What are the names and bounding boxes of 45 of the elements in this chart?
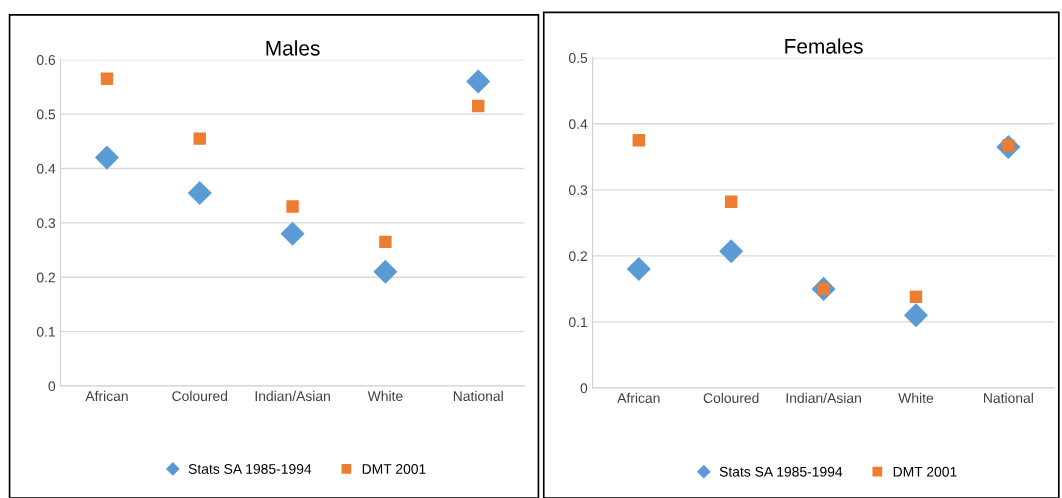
point <box>632 134 645 147</box>
point <box>286 200 299 213</box>
y-tick-label: 0.3 <box>568 185 588 196</box>
y-tick-label: 0.2 <box>568 251 588 262</box>
point <box>724 195 738 208</box>
chart-title: Females <box>785 38 863 54</box>
point <box>94 145 119 170</box>
point <box>466 69 491 94</box>
point <box>909 290 923 304</box>
point <box>903 303 928 328</box>
y-tick-label: 0.2 <box>36 272 55 283</box>
y-tick-label: 0.4 <box>36 163 56 174</box>
y-tick-label: 0 <box>580 383 588 394</box>
point <box>280 221 305 246</box>
point <box>719 239 744 264</box>
legend-label: DMT 2001 <box>362 464 426 474</box>
point <box>472 99 485 113</box>
x-tick-label: Coloured <box>172 390 228 402</box>
legend-label: Stats SA 1985-1994 <box>188 464 312 474</box>
x-tick-label: National <box>984 392 1033 403</box>
legend-label: DMT 2001 <box>893 466 957 477</box>
y-tick-label: 0.3 <box>36 218 56 229</box>
y-tick-label: 0.1 <box>36 326 55 337</box>
point <box>193 132 206 145</box>
x-tick-label: Indian/Asian <box>255 390 330 402</box>
point <box>187 180 212 205</box>
x-tick-label: Indian/Asian <box>786 392 861 403</box>
y-tick-label: 0.5 <box>36 109 56 120</box>
y-tick-label: 0 <box>48 381 56 392</box>
point <box>626 257 651 282</box>
x-tick-label: National <box>453 390 503 402</box>
x-tick-label: White <box>898 392 934 403</box>
point <box>379 235 392 249</box>
legend-label: Stats SA 1985-1994 <box>719 466 843 477</box>
y-tick-label: 0.4 <box>568 119 588 129</box>
point <box>100 72 114 85</box>
y-tick-label: 0.1 <box>568 317 588 328</box>
y-tick-label: 0.6 <box>36 55 56 65</box>
x-tick-label: Coloured <box>703 392 759 403</box>
x-tick-label: African <box>617 392 660 403</box>
point <box>373 259 398 284</box>
x-tick-label: White <box>367 390 403 402</box>
x-tick-label: African <box>85 390 128 402</box>
y-tick-label: 0.5 <box>568 53 588 63</box>
chart-title: Males <box>266 40 320 56</box>
